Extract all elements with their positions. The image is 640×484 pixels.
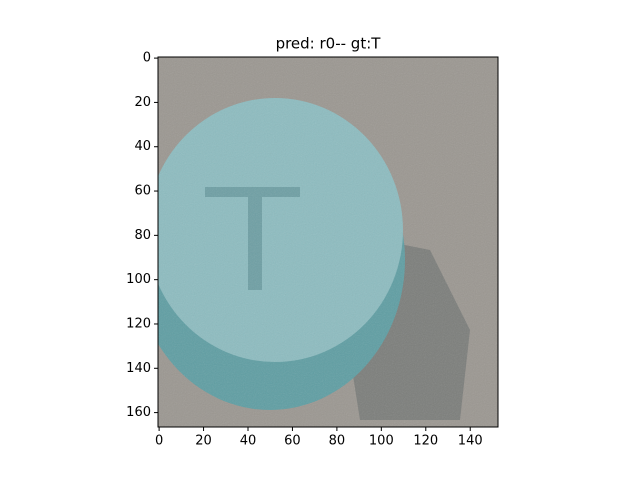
y-tick-label: 20	[134, 95, 151, 110]
x-tick-label: 80	[329, 434, 346, 449]
y-tick-label: 140	[126, 361, 151, 376]
y-tick-label: 160	[126, 405, 151, 420]
y-tick-label: 100	[126, 272, 151, 287]
x-tick-label: 140	[458, 434, 483, 449]
x-tick-label: 120	[413, 434, 438, 449]
x-tick-label: 40	[240, 434, 257, 449]
y-tick-label: 60	[134, 184, 151, 199]
y-tick-label: 80	[134, 228, 151, 243]
x-tick-label: 100	[369, 434, 394, 449]
axes-frame	[157, 56, 499, 428]
x-tick-label: 20	[195, 434, 212, 449]
image	[158, 57, 498, 427]
y-tick-label: 0	[143, 51, 151, 66]
y-tick-label: 120	[126, 316, 151, 331]
x-tick-label: 0	[155, 434, 163, 449]
x-tick-label: 60	[284, 434, 301, 449]
y-tick-label: 40	[134, 139, 151, 154]
chart-title: pred: r0-- gt:T	[276, 35, 382, 53]
